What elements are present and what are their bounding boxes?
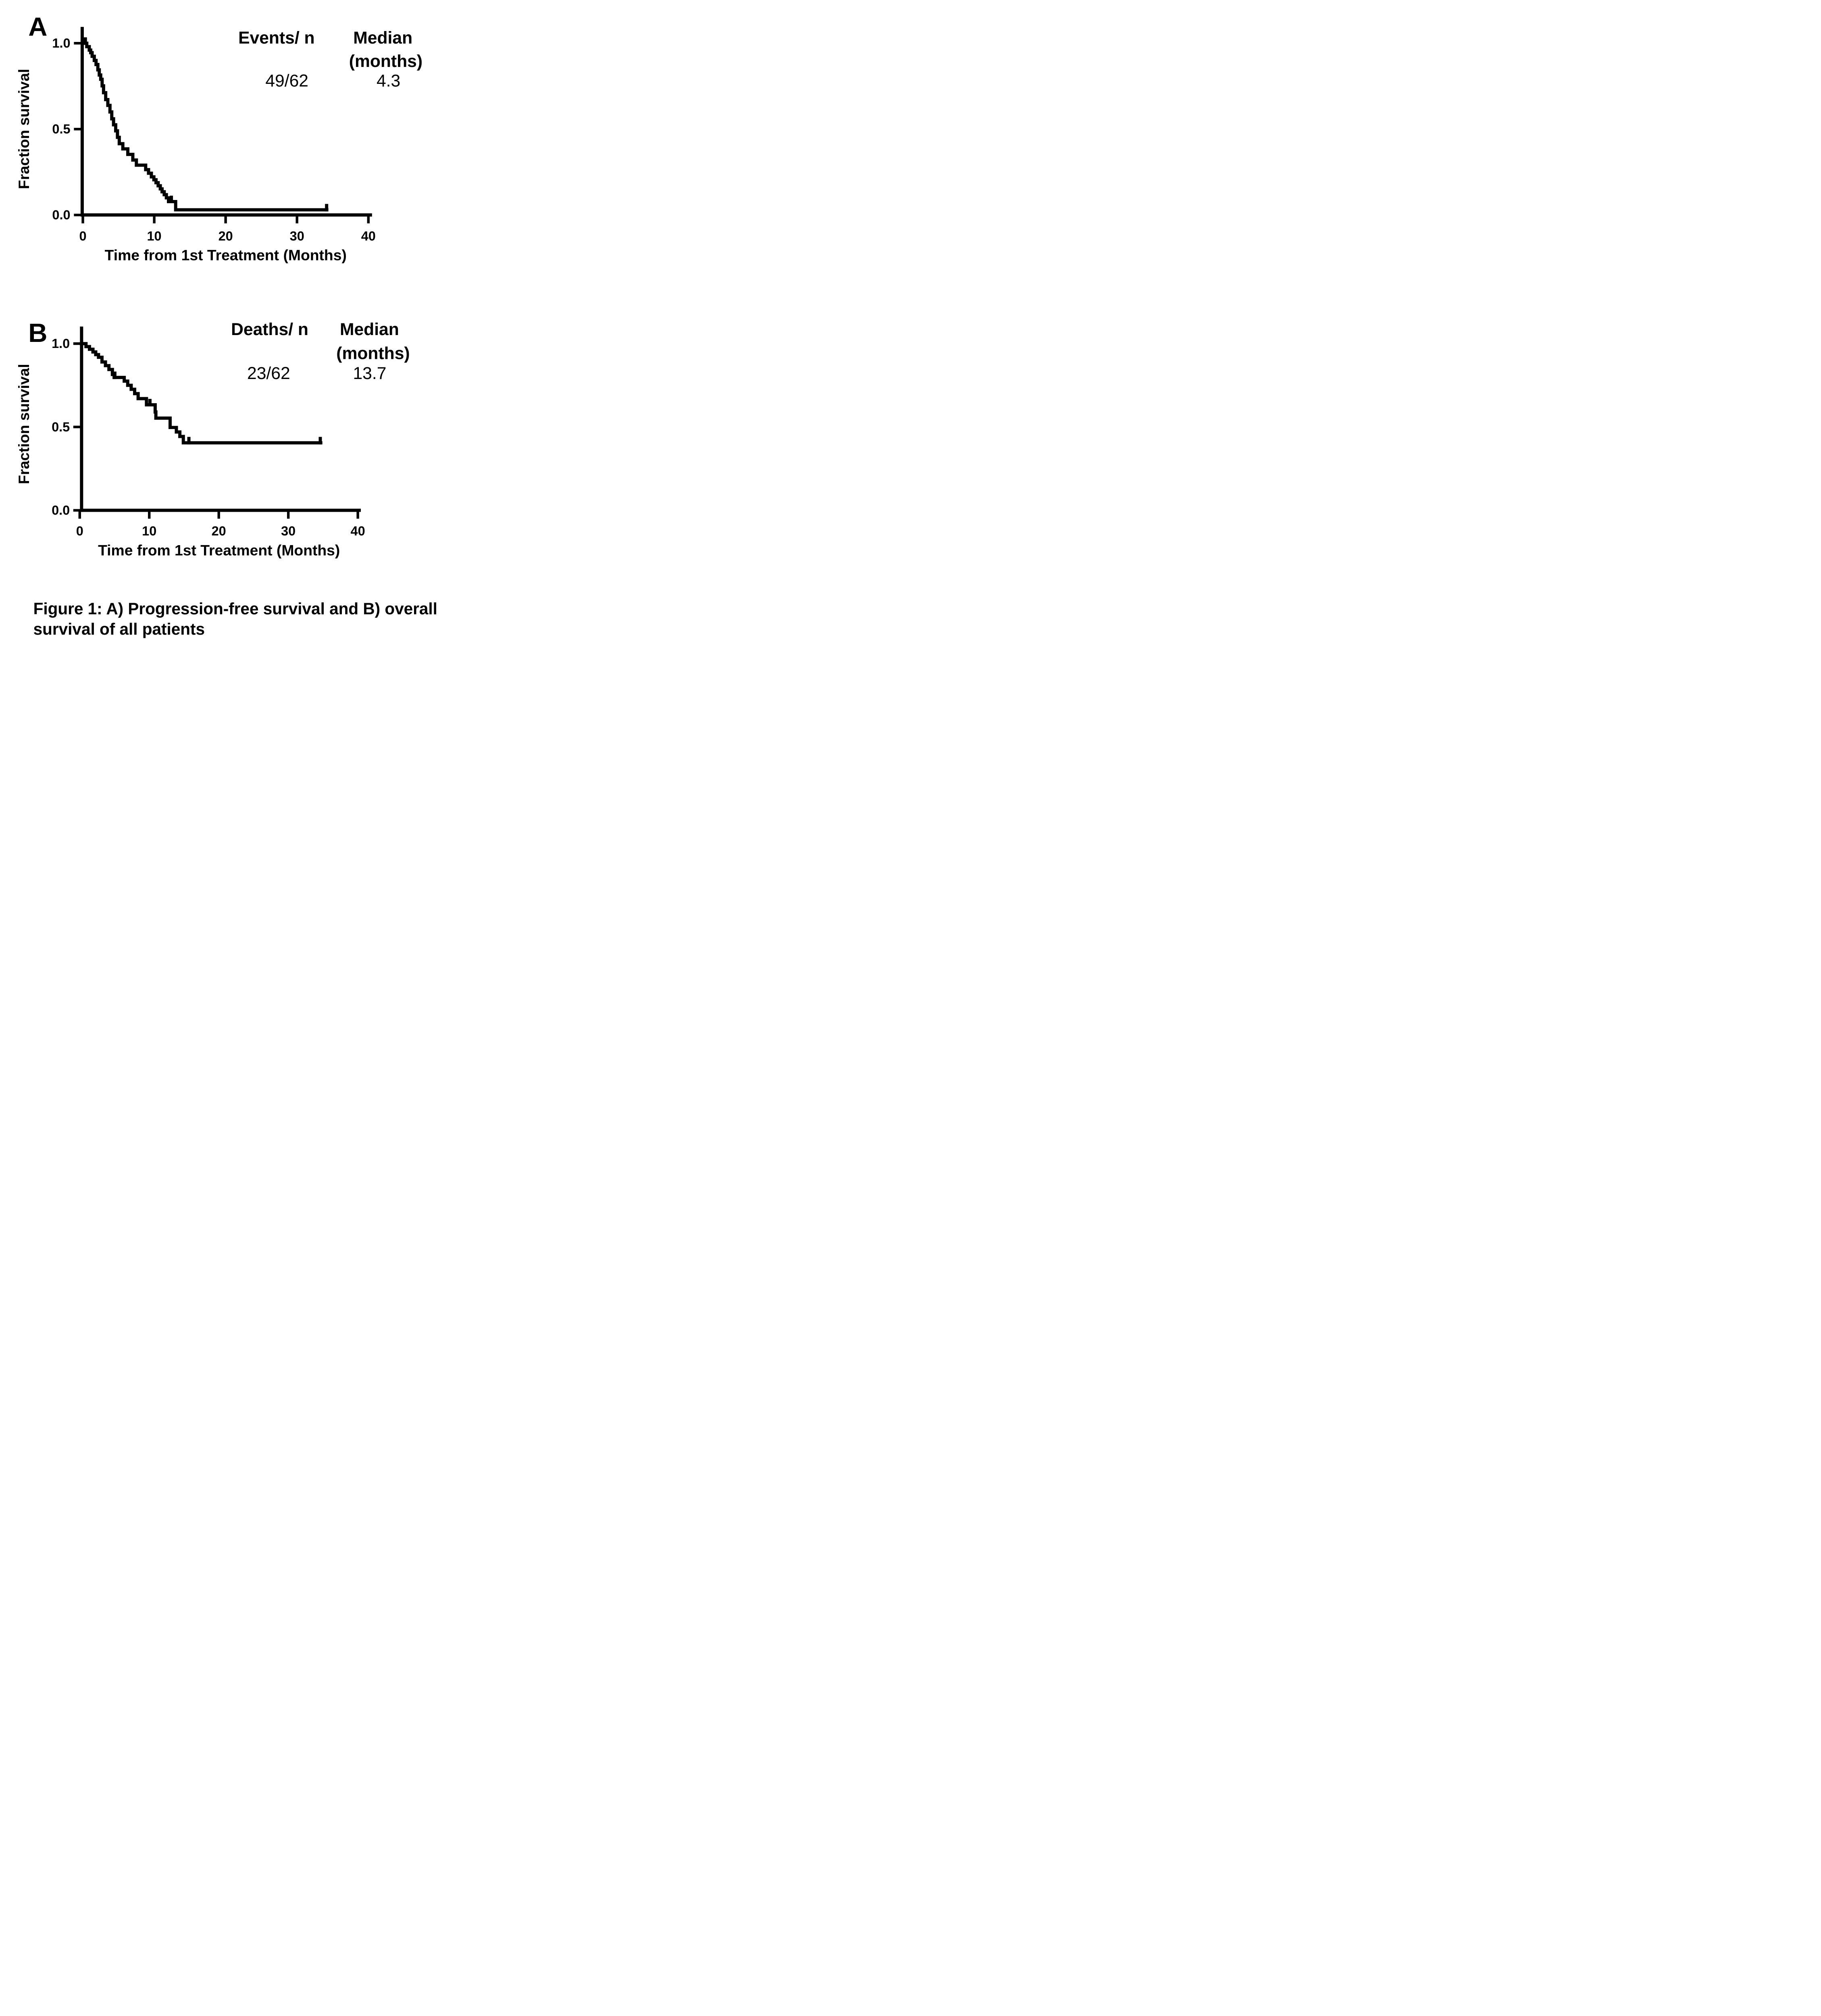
events-n-header: Events/ n (238, 28, 315, 48)
median-months-value: 4.3 (377, 71, 400, 91)
x-tick-label: 20 (212, 524, 226, 538)
figure-caption-line-1: Figure 1: A) Progression-free survival a… (33, 599, 437, 618)
y-tick-label: 1.0 (52, 336, 70, 351)
median-units-header: (months) (349, 52, 422, 71)
figure-caption-line-2: survival of all patients (33, 620, 205, 638)
y-tick-label: 0.5 (52, 420, 70, 434)
x-tick-label: 20 (219, 229, 233, 243)
events-n-value: 23/62 (247, 364, 290, 383)
events-n-value: 49/62 (265, 71, 308, 91)
panel-letter: B (28, 318, 47, 348)
x-tick-label: 10 (147, 229, 161, 243)
y-tick-label: 0.0 (52, 208, 70, 222)
y-tick-label: 1.0 (52, 36, 70, 50)
panel-letter: A (28, 12, 47, 41)
y-tick-label: 0.5 (52, 122, 70, 136)
y-axis-title: Fraction survival (15, 364, 32, 484)
x-tick-label: 10 (142, 524, 156, 538)
x-tick-label: 30 (290, 229, 304, 243)
events-n-header: Deaths/ n (231, 320, 308, 339)
survival-curve (83, 42, 329, 212)
median-units-header: (months) (336, 344, 410, 363)
x-axis-title: Time from 1st Treatment (Months) (98, 541, 340, 558)
x-tick-label: 30 (281, 524, 296, 538)
x-tick-label: 40 (351, 524, 365, 538)
y-tick-label: 0.0 (52, 503, 70, 518)
median-header: Median (353, 28, 412, 48)
x-tick-label: 0 (76, 524, 83, 538)
y-axis-title: Fraction survival (15, 69, 32, 189)
median-months-value: 13.7 (353, 364, 386, 383)
x-tick-label: 0 (79, 229, 86, 243)
x-tick-label: 40 (361, 229, 376, 243)
survival-curve (79, 342, 323, 445)
km-survival-figure: 1.0 0.5 0.0 0 10 20 30 40 Time from 1st Treatmen… (15, 12, 437, 638)
figure-page: 1.0 0.5 0.0 0 10 20 30 40 Time from 1st Treatmen… (0, 0, 485, 639)
x-axis-title: Time from 1st Treatment (Months) (105, 246, 347, 263)
median-header: Median (340, 320, 399, 339)
